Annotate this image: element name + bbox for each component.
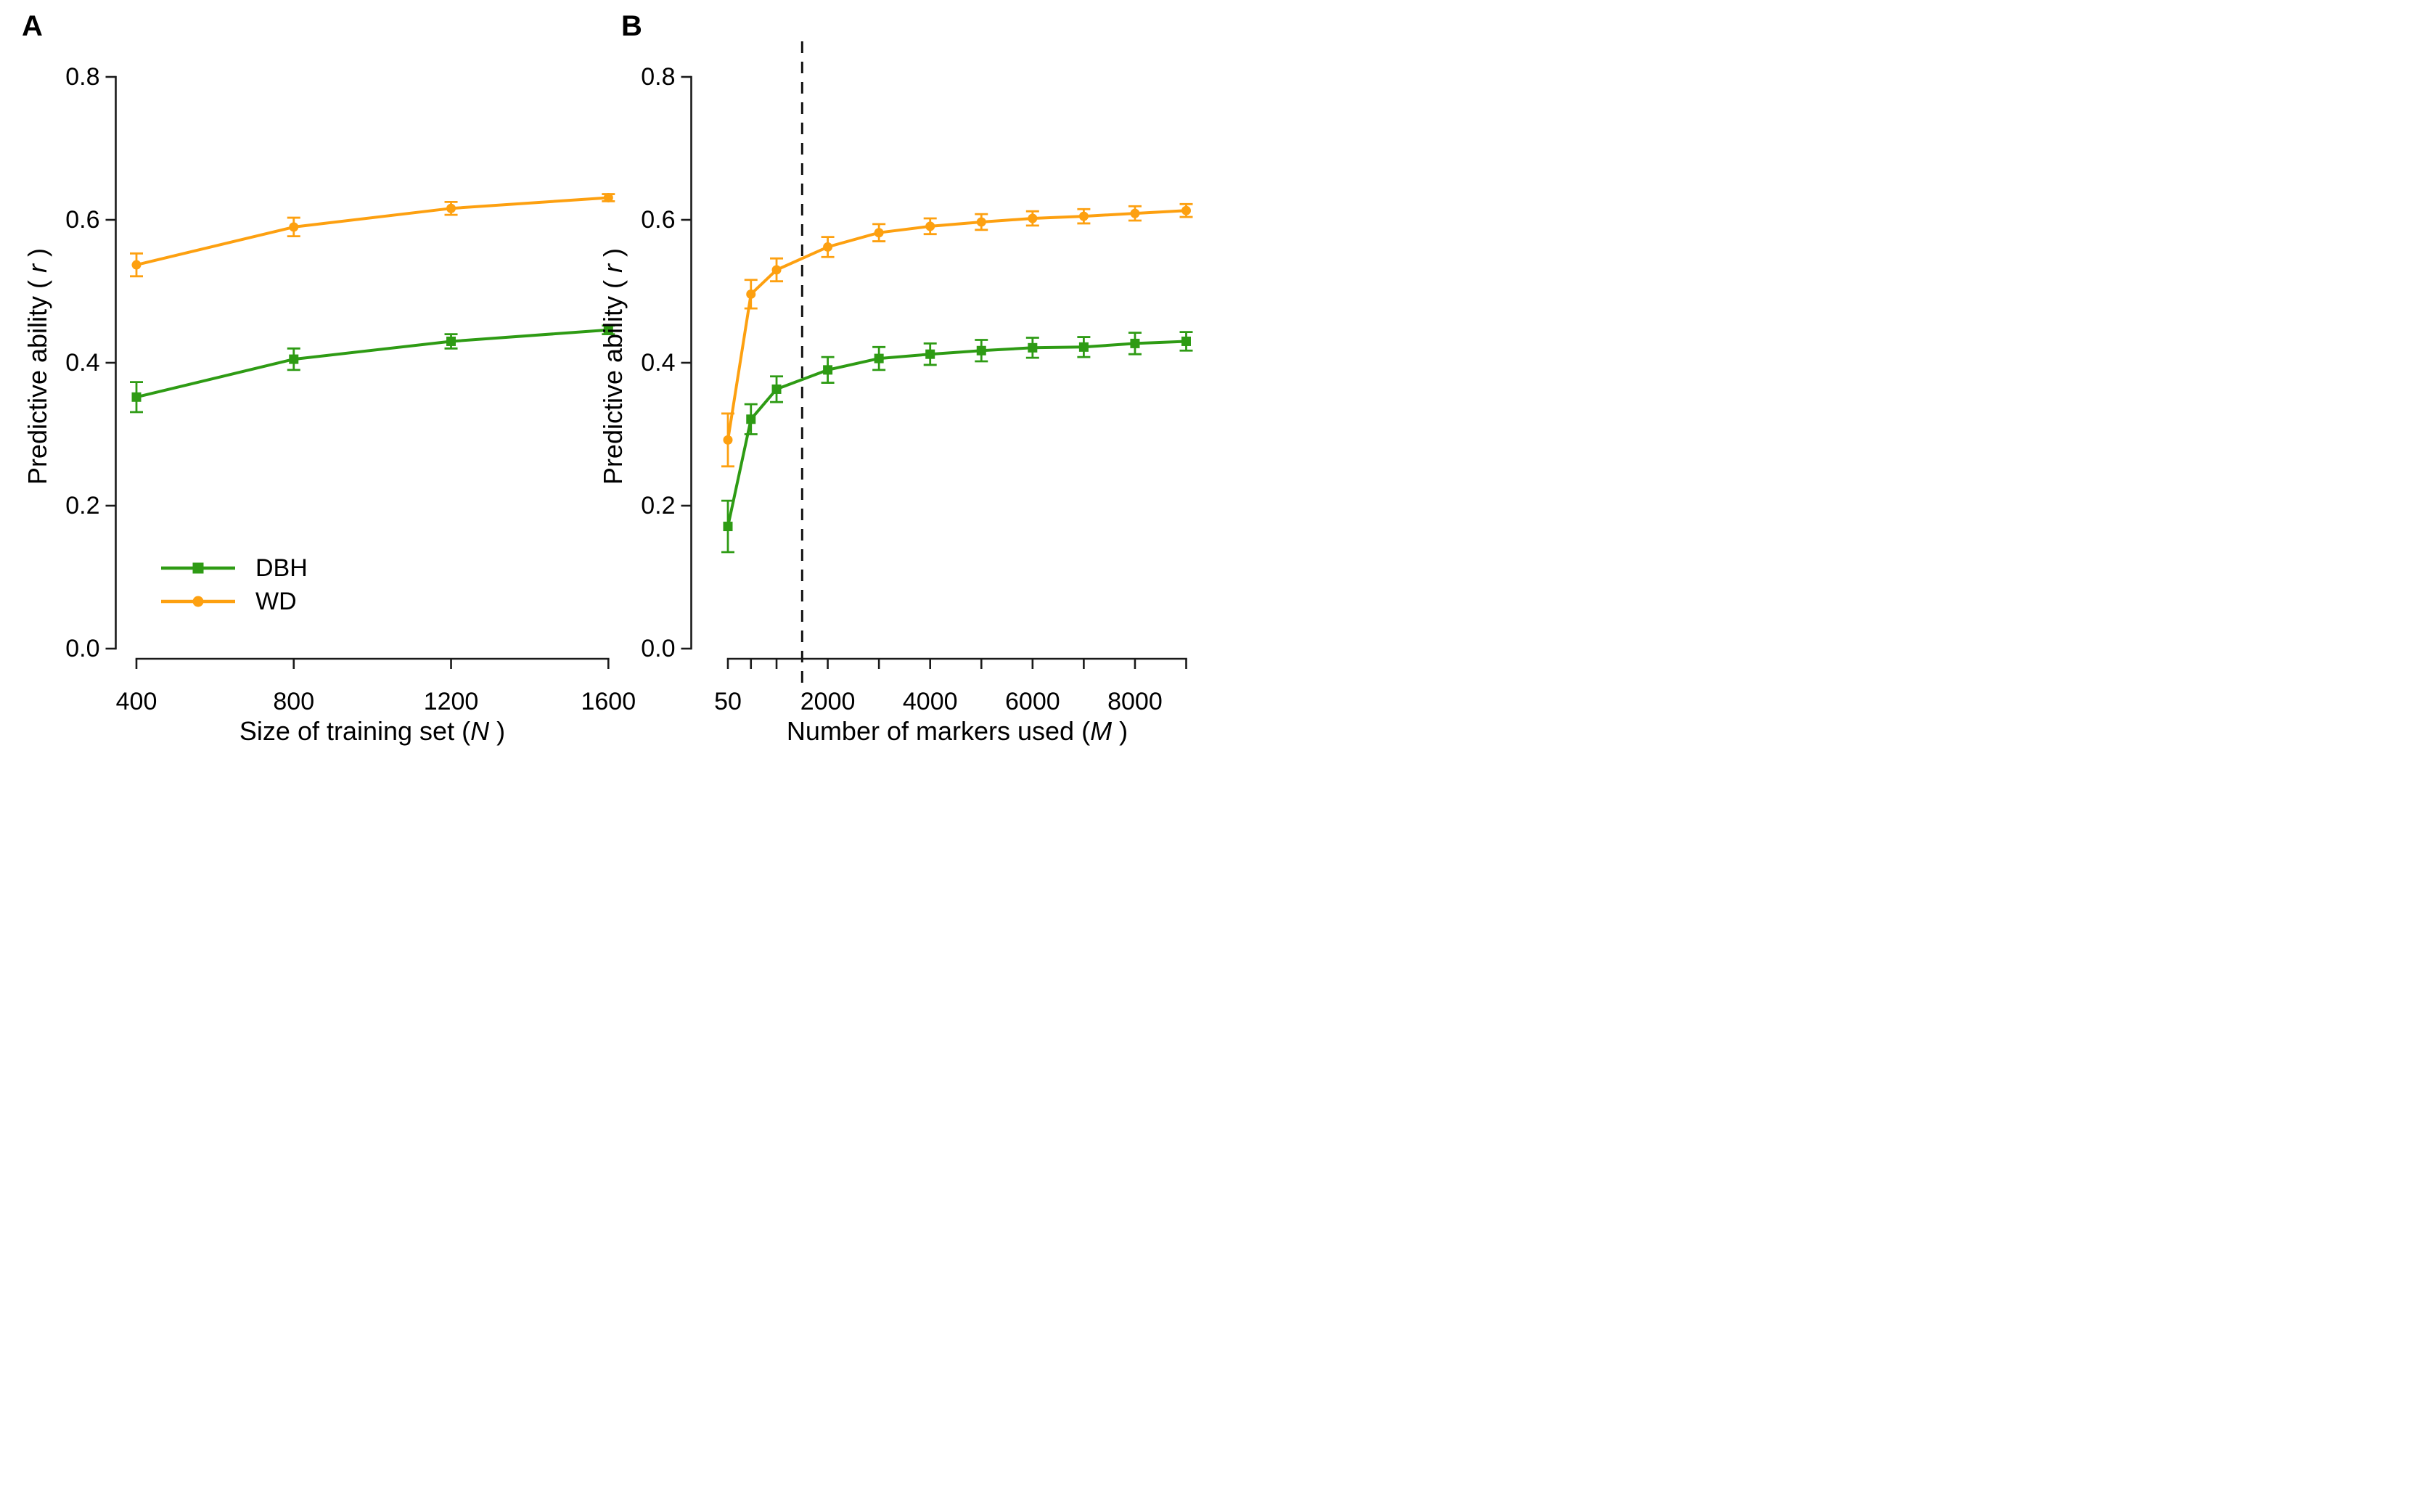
panel-b-dbh-point-4000-marker xyxy=(925,349,935,359)
panel-a-y-tick-label-0.8: 0.8 xyxy=(65,63,99,91)
panel-b-dbh-point-7000-marker xyxy=(1078,342,1089,352)
legend-square-marker-icon xyxy=(192,562,204,574)
panel-b-dbh-point-500-marker xyxy=(746,414,756,424)
panel-a-series-wd-line xyxy=(135,196,610,267)
panel-a-y-tick-label-0.4: 0.4 xyxy=(65,349,99,377)
panel-a-x-tick-label-1200: 1200 xyxy=(424,688,479,715)
panel-b-y-tick-label-0.6: 0.6 xyxy=(641,206,675,234)
panel-a-x-tick-label-800: 800 xyxy=(273,688,314,715)
panel-b-wd-point-5000-marker xyxy=(976,217,986,227)
panel-b-dbh-point-50-marker xyxy=(723,522,733,532)
panel-b-y-axis-title-text: Predictive ability ( xyxy=(598,272,628,485)
legend-label-dbh: DBH xyxy=(255,554,308,582)
panel-a-dbh-point-1600-marker xyxy=(603,325,613,335)
panel-b-y-tick-label-0.0: 0.0 xyxy=(641,635,675,662)
panel-a-wd-point-400-marker xyxy=(131,260,142,270)
panel-a-x-axis-title-suffix: ) xyxy=(489,716,506,746)
panel-b-dbh-point-6000-marker xyxy=(1028,342,1038,353)
panel-a-y-tick-label-0.6: 0.6 xyxy=(65,206,99,234)
panel-b-wd-point-9000-marker xyxy=(1181,205,1191,215)
panel-a-x-axis-title-italic: N xyxy=(470,716,490,746)
panel-a-y-tick-label-0.2: 0.2 xyxy=(65,492,99,519)
panel-b-x-axis-title-text: Number of markers used ( xyxy=(786,716,1091,746)
panel-a-dbh-point-1200-marker xyxy=(446,336,456,346)
panel-b-x-tick-label-2000: 2000 xyxy=(800,688,856,715)
panel-b-series-dbh-line xyxy=(726,340,1188,528)
panel-a-series-dbh-line xyxy=(135,328,610,399)
panel-b-x-tick-label-6000: 6000 xyxy=(1005,688,1060,715)
panel-a-wd-point-800-marker xyxy=(289,222,299,232)
panel-a-y-tick-label-0.0: 0.0 xyxy=(65,635,99,662)
legend-circle-marker-icon xyxy=(192,596,204,607)
panel-b-x-axis-title-italic: M xyxy=(1090,716,1113,746)
panel-b-x-tick-label-8000: 8000 xyxy=(1107,688,1163,715)
panel-a-dbh-point-800-marker xyxy=(289,354,299,364)
panel-a-y-axis-title-italic: r xyxy=(22,263,52,273)
panel-b-dbh-point-5000-marker xyxy=(976,345,986,356)
figure-two-panel-line-chart: 0.0 0.2 0.4 0.6 0.8 400 800 1200 1600 DBH WD 0.0 0.2… xyxy=(0,0,1210,756)
panel-b-wd-point-4000-marker xyxy=(925,221,935,231)
panel-b-wd-point-500-marker xyxy=(746,289,756,299)
panel-b-series-wd-line xyxy=(726,209,1188,442)
panel-a-y-axis-title-suffix: ) xyxy=(22,247,52,264)
panel-b-x-axis-title-suffix: ) xyxy=(1112,716,1128,746)
panel-b-x-tick-label-50: 50 xyxy=(714,688,742,715)
panel-a-x-axis-title: Size of training set (N ) xyxy=(82,715,663,747)
panel-b-dbh-point-3000-marker xyxy=(874,353,884,363)
panel-b-y-tick-label-0.4: 0.4 xyxy=(641,349,675,377)
panel-a-y-axis-title-text: Predictive ability ( xyxy=(22,272,52,485)
panel-b-wd-point-7000-marker xyxy=(1078,211,1089,221)
panel-b-wd-point-3000-marker xyxy=(874,228,884,238)
panel-b-y-tick-label-0.2: 0.2 xyxy=(641,492,675,519)
panel-b-y-axis-title-italic: r xyxy=(598,263,628,273)
panel-b-label: B xyxy=(621,10,642,42)
panel-b-y-tick-label-0.8: 0.8 xyxy=(641,63,675,91)
panel-b-wd-point-2000-marker xyxy=(823,242,833,252)
panel-b-wd-point-6000-marker xyxy=(1028,213,1038,223)
panel-b-dbh-point-2000-marker xyxy=(823,365,833,375)
panel-a-x-tick-label-400: 400 xyxy=(116,688,157,715)
panel-a-x-tick-label-1600: 1600 xyxy=(581,688,636,715)
panel-b-wd-point-50-marker xyxy=(723,435,733,445)
panel-b-dbh-point-1000-marker xyxy=(771,384,782,394)
panel-b-dbh-point-9000-marker xyxy=(1181,336,1191,346)
panel-b-y-axis-title: Predictive ability ( r ) xyxy=(596,91,631,642)
panel-a-x-axis-title-text: Size of training set ( xyxy=(239,716,471,746)
chart-canvas: 0.0 0.2 0.4 0.6 0.8 400 800 1200 1600 DBH WD 0.0 0.2… xyxy=(65,41,1193,715)
panel-b-x-tick-label-4000: 4000 xyxy=(903,688,958,715)
panel-b-wd-point-8000-marker xyxy=(1130,208,1140,218)
legend-label-wd: WD xyxy=(255,588,297,615)
panel-a-label: A xyxy=(22,10,43,42)
panel-b-y-axis-title-suffix: ) xyxy=(598,247,628,264)
panel-b-wd-point-1000-marker xyxy=(771,265,782,275)
panel-b-x-axis-title: Number of markers used (M ) xyxy=(667,715,1210,747)
panel-a-y-axis-title: Predictive ability ( r ) xyxy=(20,91,55,642)
panel-a-wd-point-1200-marker xyxy=(446,203,456,213)
panel-a-dbh-point-400-marker xyxy=(131,392,142,402)
panel-b-dbh-point-8000-marker xyxy=(1130,338,1140,348)
panel-a-wd-point-1600-marker xyxy=(603,192,613,202)
